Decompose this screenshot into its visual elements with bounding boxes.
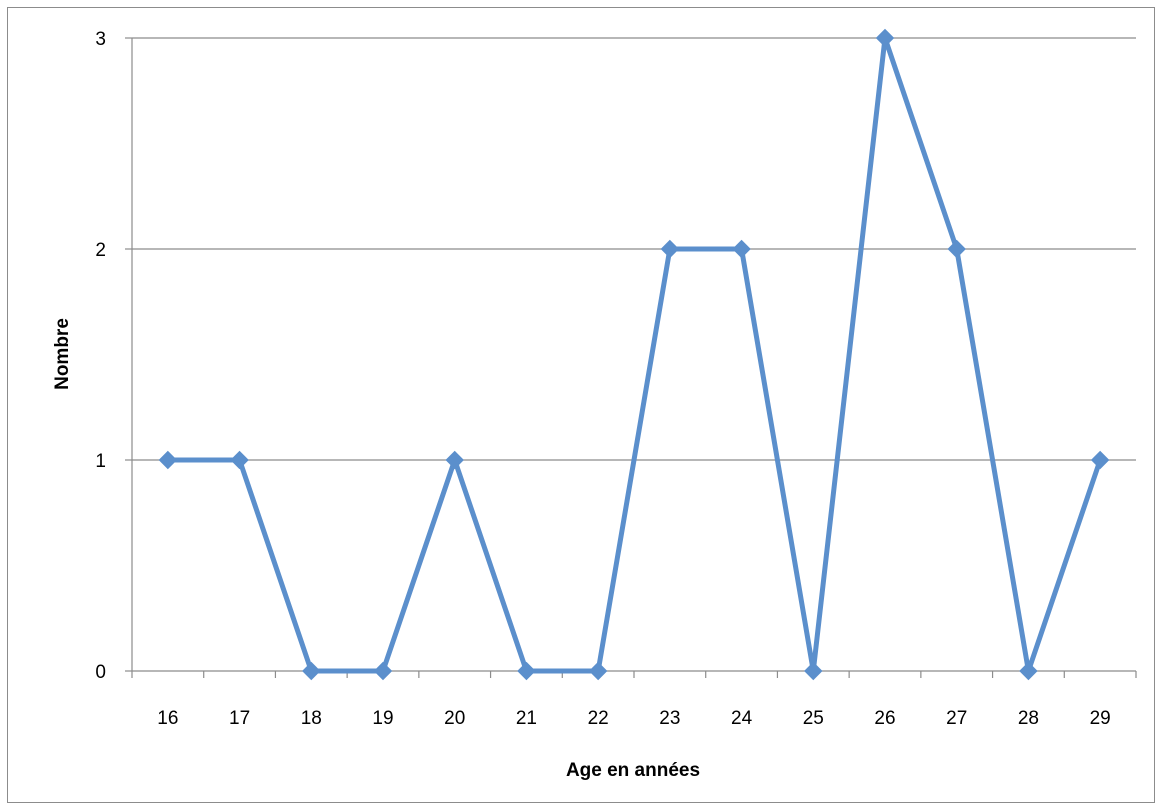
x-tick-label: 26: [874, 708, 895, 729]
data-point: [230, 450, 249, 470]
data-point: [1019, 661, 1038, 681]
series-line: [165, 35, 1103, 674]
gridlines: [132, 37, 1136, 672]
series: [158, 28, 1110, 681]
data-point: [373, 661, 393, 681]
x-tick-label: 16: [157, 708, 178, 729]
data-point: [1090, 450, 1110, 470]
data-point: [445, 450, 464, 470]
data-point: [947, 239, 966, 259]
data-point: [588, 661, 608, 681]
x-tick-label: 19: [372, 708, 393, 729]
x-axis-title: Age en années: [566, 760, 700, 781]
data-point: [804, 661, 823, 681]
axes: [125, 37, 1137, 678]
data-point: [158, 450, 178, 470]
y-tick-label: 0: [95, 662, 106, 683]
x-tick-label: 28: [1018, 708, 1039, 729]
y-tick-label: 3: [95, 29, 106, 50]
x-tick-label: 24: [731, 708, 753, 729]
x-tick-label: 20: [444, 708, 465, 729]
y-tick-label: 1: [95, 451, 106, 472]
data-point: [517, 661, 536, 681]
data-point: [875, 28, 895, 48]
x-tick-label: 18: [301, 708, 322, 729]
x-tick-label: 22: [588, 708, 609, 729]
x-tick-label: 29: [1090, 708, 1111, 729]
x-tick-label: 21: [516, 708, 537, 729]
data-point: [732, 239, 751, 259]
x-tick-label: 17: [229, 708, 250, 729]
x-tick-label: 25: [803, 708, 824, 729]
x-tick-label: 23: [659, 708, 680, 729]
data-point: [302, 661, 321, 681]
y-tick-label: 2: [95, 240, 106, 261]
y-axis-title: Nombre: [52, 318, 73, 390]
x-tick-label: 27: [946, 708, 967, 729]
data-point: [660, 239, 680, 259]
